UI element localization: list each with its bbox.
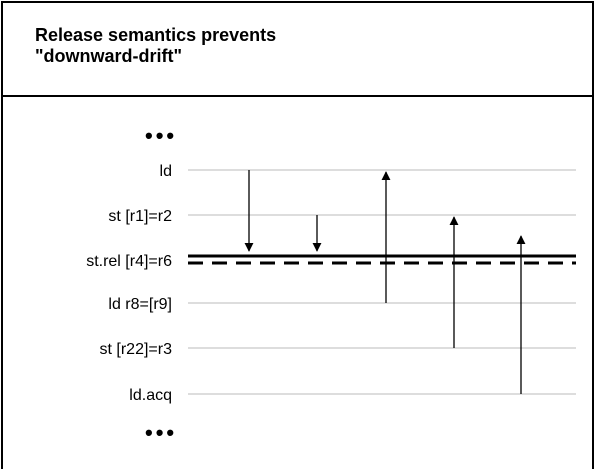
ellipsis-bottom: ••• [145, 420, 177, 445]
row-label-st-r1: st [r1]=r2 [108, 208, 172, 225]
row-label-ld: ld [160, 163, 172, 180]
row-label-st-rel: st.rel [r4]=r6 [86, 253, 172, 270]
row-label-ld-acq: ld.acq [129, 387, 172, 404]
slide-title: Release semantics prevents "downward-dri… [35, 25, 277, 66]
row-label-st-r22: st [r22]=r3 [100, 341, 173, 358]
title-bar: Release semantics prevents "downward-dri… [3, 3, 592, 97]
row-label-ld-r8: ld r8=[r9] [108, 296, 172, 313]
ellipsis-top: ••• [145, 123, 177, 148]
